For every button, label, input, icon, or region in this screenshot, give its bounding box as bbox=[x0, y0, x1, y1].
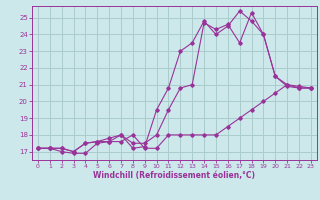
X-axis label: Windchill (Refroidissement éolien,°C): Windchill (Refroidissement éolien,°C) bbox=[93, 171, 255, 180]
